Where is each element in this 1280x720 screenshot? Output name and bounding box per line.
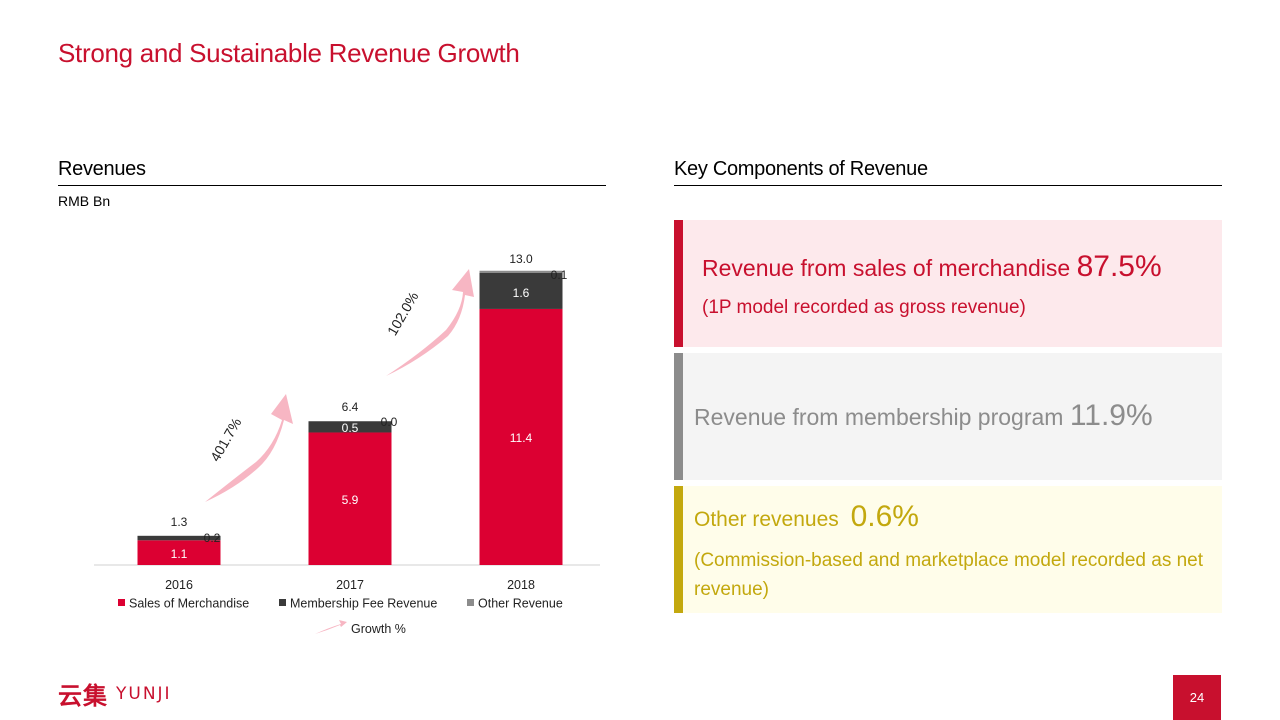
data-label: 1.6	[513, 286, 530, 300]
merchandise-card: Revenue from sales of merchandise 87.5% …	[674, 220, 1222, 347]
x-tick-label: 2018	[507, 578, 535, 592]
legend-swatch	[467, 599, 474, 606]
slide-title: Strong and Sustainable Revenue Growth	[58, 38, 520, 68]
card-accent-bar	[674, 353, 683, 480]
total-label: 1.3	[171, 515, 188, 529]
growth-arrow	[386, 269, 474, 376]
data-label: 5.9	[342, 493, 359, 507]
unit-label: RMB Bn	[58, 193, 111, 209]
growth-arrow	[205, 394, 293, 502]
total-label: 13.0	[509, 252, 533, 266]
bar-segment	[479, 308, 563, 565]
legend-label: Sales of Merchandise	[129, 597, 249, 611]
card-percentage: 0.6%	[850, 500, 919, 533]
card-label: Revenue from sales of merchandise	[702, 255, 1071, 281]
legend-label: Other Revenue	[478, 597, 563, 611]
data-label: 1.1	[171, 547, 188, 561]
card-percentage: 11.9%	[1069, 399, 1153, 432]
logo-latin-text: YUNJI	[116, 683, 172, 704]
card-percentage: 87.5%	[1076, 250, 1162, 283]
data-label: 0.0	[381, 415, 398, 429]
revenues-heading: Revenues	[58, 158, 146, 180]
bar-segment	[308, 432, 392, 565]
bar-segment	[137, 540, 221, 565]
card-main-line: Other revenues 0.6%	[694, 500, 919, 534]
components-heading: Key Components of Revenue	[674, 158, 928, 180]
total-label: 6.4	[342, 400, 359, 414]
data-label: 0.5	[342, 421, 359, 435]
growth-legend-icon	[315, 620, 347, 634]
card-label: Other revenues	[694, 508, 839, 531]
card-label: Revenue from membership program	[694, 404, 1064, 430]
bar-segment	[308, 421, 392, 433]
data-label: 11.4	[510, 431, 533, 445]
revenues-heading-rule	[58, 185, 606, 186]
legend-swatch	[118, 599, 125, 606]
card-accent-bar	[674, 486, 683, 613]
card-main-line: Revenue from membership program 11.9%	[694, 399, 1153, 433]
card-accent-bar	[674, 220, 683, 347]
bar-segment	[479, 270, 563, 273]
bar-segment	[137, 535, 221, 541]
card-subtext: (Commission-based and marketplace model …	[694, 550, 1204, 600]
page-number: 24	[1173, 675, 1221, 720]
bar-segment	[479, 273, 563, 309]
x-tick-label: 2016	[165, 578, 193, 592]
revenue-chart: 401.7% 102.0% 2016 2017 2018 1.1 5.9 11.4 0.2 0.5…	[94, 252, 600, 636]
logo-chinese-text: 云集	[58, 682, 108, 710]
data-label: 0.1	[551, 268, 568, 282]
company-logo: 云集 YUNJI	[58, 676, 172, 711]
components-heading-rule	[674, 185, 1222, 186]
legend-swatch	[279, 599, 286, 606]
card-subtext: (1P model recorded as gross revenue)	[702, 297, 1026, 318]
growth-label: 401.7%	[207, 415, 245, 464]
membership-card: Revenue from membership program 11.9%	[674, 353, 1222, 480]
x-tick-label: 2017	[336, 578, 364, 592]
growth-label: 102.0%	[384, 289, 422, 338]
card-main-line: Revenue from sales of merchandise 87.5%	[702, 250, 1162, 284]
data-label: 0.2	[204, 531, 221, 545]
growth-legend-label: Growth %	[351, 622, 406, 636]
legend-label: Membership Fee Revenue	[290, 597, 437, 611]
other-revenue-card: Other revenues 0.6% (Commission-based an…	[674, 486, 1222, 613]
